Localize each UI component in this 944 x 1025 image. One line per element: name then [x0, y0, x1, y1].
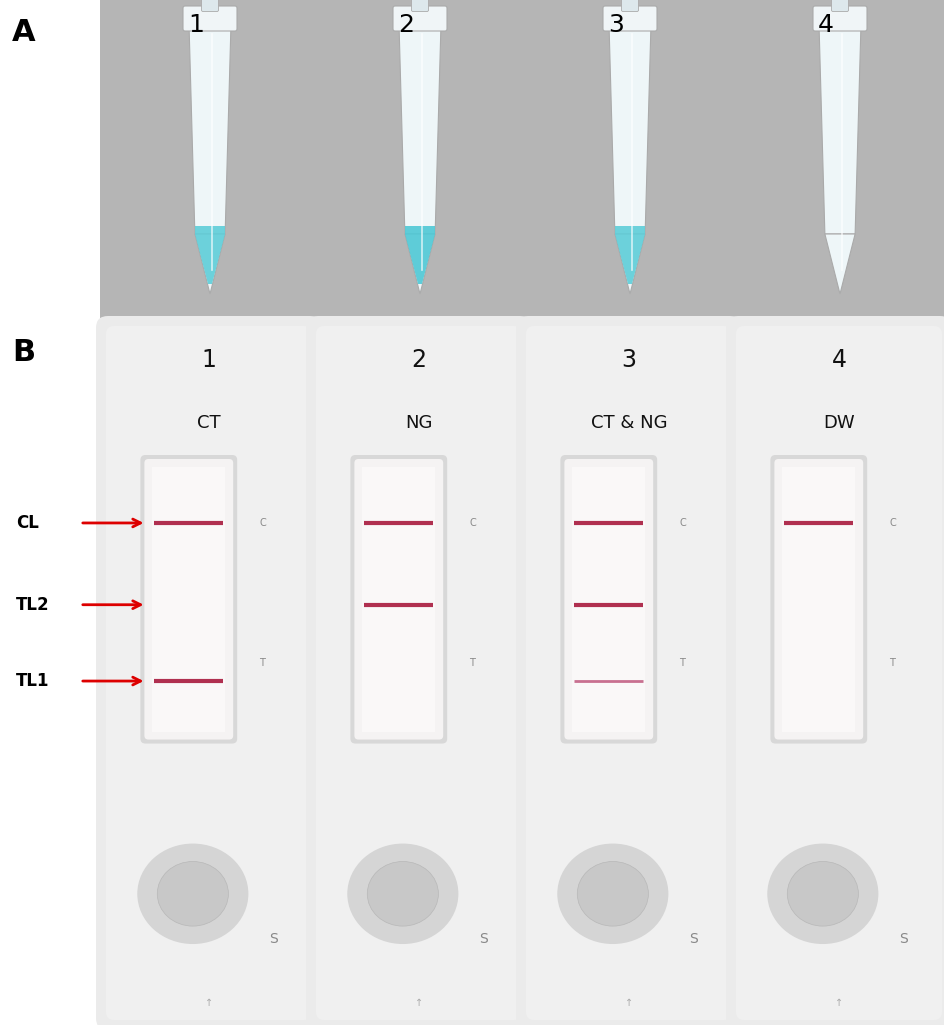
Ellipse shape	[786, 861, 857, 927]
Ellipse shape	[137, 844, 248, 944]
FancyBboxPatch shape	[393, 6, 447, 31]
Text: 2: 2	[397, 13, 413, 37]
Text: S: S	[479, 932, 487, 946]
Ellipse shape	[557, 844, 667, 944]
Text: T: T	[679, 658, 684, 668]
Text: A: A	[12, 18, 36, 47]
FancyBboxPatch shape	[560, 455, 656, 743]
Polygon shape	[818, 24, 860, 234]
Polygon shape	[824, 234, 854, 294]
Polygon shape	[404, 226, 434, 234]
Text: C: C	[260, 518, 266, 528]
Text: C: C	[469, 518, 476, 528]
Bar	[100, 0, 944, 318]
Text: NG: NG	[405, 414, 432, 432]
FancyBboxPatch shape	[183, 6, 237, 31]
FancyBboxPatch shape	[812, 6, 866, 31]
Polygon shape	[194, 226, 225, 234]
Text: T: T	[260, 658, 265, 668]
Bar	[362, 467, 435, 732]
Bar	[572, 467, 645, 732]
Polygon shape	[189, 24, 230, 234]
Bar	[100, 320, 944, 1025]
Text: DW: DW	[822, 414, 854, 432]
Bar	[0, 0, 100, 1025]
Text: S: S	[899, 932, 907, 946]
Text: CT: CT	[197, 414, 221, 432]
Text: S: S	[269, 932, 278, 946]
Text: C: C	[888, 518, 895, 528]
Text: ↑: ↑	[834, 998, 842, 1008]
Text: T: T	[469, 658, 475, 668]
FancyBboxPatch shape	[831, 0, 848, 11]
FancyBboxPatch shape	[526, 326, 732, 1020]
Ellipse shape	[347, 844, 458, 944]
Text: ↑: ↑	[205, 998, 212, 1008]
Polygon shape	[404, 234, 434, 294]
Ellipse shape	[367, 861, 438, 927]
Text: S: S	[688, 932, 698, 946]
Text: TL2: TL2	[16, 596, 50, 614]
Text: TL1: TL1	[16, 672, 49, 690]
Ellipse shape	[157, 861, 228, 927]
Ellipse shape	[767, 844, 878, 944]
Text: 2: 2	[411, 348, 426, 372]
Text: CT & NG: CT & NG	[590, 414, 666, 432]
Text: T: T	[888, 658, 894, 668]
Text: CL: CL	[16, 514, 39, 532]
Text: 1: 1	[188, 13, 204, 37]
Bar	[782, 467, 854, 732]
FancyBboxPatch shape	[106, 326, 312, 1020]
Text: C: C	[679, 518, 685, 528]
Polygon shape	[398, 24, 441, 234]
Ellipse shape	[577, 861, 648, 927]
Text: 3: 3	[607, 13, 623, 37]
FancyBboxPatch shape	[350, 455, 447, 743]
FancyBboxPatch shape	[773, 459, 862, 740]
Text: ↑: ↑	[414, 998, 423, 1008]
FancyBboxPatch shape	[96, 316, 322, 1025]
FancyBboxPatch shape	[621, 0, 638, 11]
Polygon shape	[615, 226, 645, 234]
FancyBboxPatch shape	[306, 316, 531, 1025]
FancyBboxPatch shape	[201, 0, 218, 11]
Polygon shape	[404, 234, 434, 284]
Polygon shape	[194, 234, 225, 294]
FancyBboxPatch shape	[515, 316, 741, 1025]
Text: 3: 3	[621, 348, 636, 372]
Polygon shape	[608, 24, 650, 234]
FancyBboxPatch shape	[144, 459, 233, 740]
FancyBboxPatch shape	[769, 455, 867, 743]
FancyBboxPatch shape	[725, 316, 944, 1025]
Polygon shape	[615, 234, 645, 294]
FancyBboxPatch shape	[735, 326, 941, 1020]
Bar	[152, 467, 225, 732]
FancyBboxPatch shape	[411, 0, 428, 11]
Polygon shape	[615, 234, 645, 284]
FancyBboxPatch shape	[315, 326, 521, 1020]
Text: 4: 4	[831, 348, 846, 372]
Text: 4: 4	[818, 13, 834, 37]
Text: 1: 1	[201, 348, 216, 372]
FancyBboxPatch shape	[602, 6, 656, 31]
Polygon shape	[194, 234, 225, 284]
FancyBboxPatch shape	[564, 459, 652, 740]
Text: ↑: ↑	[624, 998, 632, 1008]
FancyBboxPatch shape	[141, 455, 237, 743]
Text: B: B	[12, 338, 35, 367]
FancyBboxPatch shape	[354, 459, 443, 740]
